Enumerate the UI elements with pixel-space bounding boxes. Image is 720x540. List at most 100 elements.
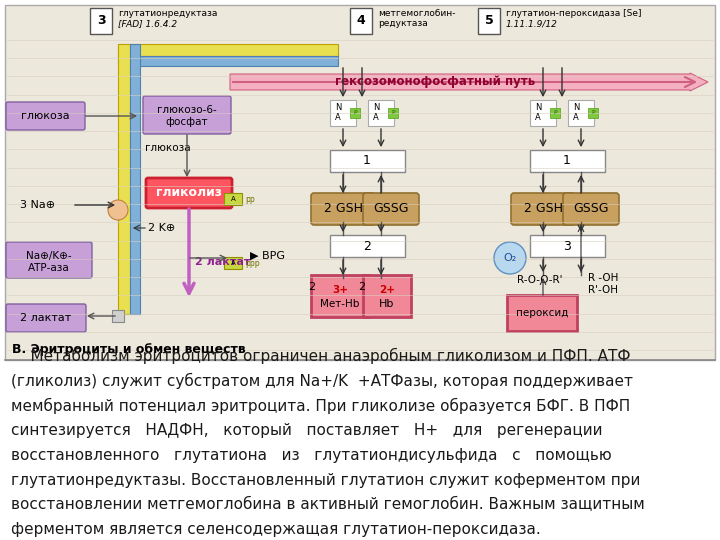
Text: 2 K⊕: 2 K⊕ bbox=[148, 223, 175, 233]
Text: 5: 5 bbox=[485, 15, 493, 28]
Text: глюкоза: глюкоза bbox=[145, 143, 191, 153]
Bar bbox=[588, 108, 598, 118]
Text: редуктаза: редуктаза bbox=[378, 19, 428, 29]
Text: N: N bbox=[573, 104, 579, 112]
Bar bbox=[350, 108, 360, 118]
Bar bbox=[330, 235, 405, 257]
FancyBboxPatch shape bbox=[146, 178, 232, 208]
Text: A: A bbox=[230, 260, 235, 266]
Text: GSSG: GSSG bbox=[373, 202, 409, 215]
Text: глюкозо-6-: глюкозо-6- bbox=[157, 105, 217, 115]
Bar bbox=[5, 5, 715, 360]
Text: фосфат: фосфат bbox=[166, 117, 208, 127]
Bar bbox=[550, 108, 560, 118]
Text: A: A bbox=[535, 113, 541, 123]
Text: 4: 4 bbox=[356, 15, 365, 28]
Text: 2 лактат: 2 лактат bbox=[20, 313, 71, 323]
Text: 1.11.1.9/12: 1.11.1.9/12 bbox=[506, 19, 558, 29]
Bar bbox=[530, 100, 556, 126]
FancyBboxPatch shape bbox=[6, 304, 86, 332]
Text: 3 Na⊕: 3 Na⊕ bbox=[20, 200, 55, 210]
Text: пероксид: пероксид bbox=[516, 308, 568, 318]
Text: Na⊕/K⊕-: Na⊕/K⊕- bbox=[26, 251, 72, 261]
Text: глутатион-пероксидаза [Se]: глутатион-пероксидаза [Se] bbox=[506, 10, 642, 18]
Text: P: P bbox=[591, 111, 595, 116]
Text: синтезируется   НАДФН,   который   поставляет   Н+   для   регенерации: синтезируется НАДФН, который поставляет … bbox=[11, 423, 603, 438]
Text: мембранный потенциал эритроцита. При гликолизе образуется БФГ. В ПФП: мембранный потенциал эритроцита. При гли… bbox=[11, 398, 630, 414]
Bar bbox=[330, 100, 356, 126]
Text: P: P bbox=[391, 111, 395, 116]
Text: Метаболизм эритроцитов ограничен анаэробным гликолизом и ПФП. АТФ: Метаболизм эритроцитов ограничен анаэроб… bbox=[11, 348, 630, 364]
Circle shape bbox=[494, 242, 526, 274]
FancyBboxPatch shape bbox=[311, 193, 375, 225]
Text: 1: 1 bbox=[363, 154, 371, 167]
Text: [FAD] 1.6.4.2: [FAD] 1.6.4.2 bbox=[118, 19, 177, 29]
Text: глюкоза: глюкоза bbox=[21, 111, 69, 121]
FancyBboxPatch shape bbox=[6, 242, 92, 278]
Bar bbox=[478, 8, 500, 34]
Text: АТР-аза: АТР-аза bbox=[28, 263, 70, 273]
Text: A: A bbox=[573, 113, 579, 123]
Text: глутатионредуктаза: глутатионредуктаза bbox=[118, 10, 217, 18]
FancyBboxPatch shape bbox=[511, 193, 575, 225]
Text: 2 лактат: 2 лактат bbox=[195, 257, 251, 267]
Bar bbox=[530, 150, 605, 172]
Text: 3: 3 bbox=[563, 240, 571, 253]
Text: Hb: Hb bbox=[379, 299, 395, 309]
Bar bbox=[330, 150, 405, 172]
FancyBboxPatch shape bbox=[363, 193, 419, 225]
Text: Мет-Hb: Мет-Hb bbox=[320, 299, 360, 309]
Text: 3: 3 bbox=[96, 15, 105, 28]
Bar bbox=[118, 44, 338, 56]
Bar bbox=[388, 108, 398, 118]
Text: метгемоглобин-: метгемоглобин- bbox=[378, 10, 456, 18]
Text: ферментом является селенсодержащая глутатион-пероксидаза.: ферментом является селенсодержащая глута… bbox=[11, 522, 541, 537]
Bar bbox=[368, 100, 394, 126]
Bar bbox=[118, 44, 130, 314]
Text: P: P bbox=[553, 111, 557, 116]
Bar bbox=[350, 8, 372, 34]
Text: ▶ BPG: ▶ BPG bbox=[250, 251, 285, 261]
FancyBboxPatch shape bbox=[311, 275, 369, 317]
Text: глутатионредуктазы. Восстановленный глутатион служит коферментом при: глутатионредуктазы. Восстановленный глут… bbox=[11, 472, 640, 488]
Text: A: A bbox=[230, 196, 235, 202]
Text: N: N bbox=[335, 104, 341, 112]
Text: восстановлении метгемоглобина в активный гемоглобин. Важным защитным: восстановлении метгемоглобина в активный… bbox=[11, 497, 644, 512]
Text: 2 GSH: 2 GSH bbox=[523, 202, 562, 215]
Text: GSSG: GSSG bbox=[573, 202, 608, 215]
Bar bbox=[90, 8, 112, 34]
Bar bbox=[118, 56, 338, 66]
Text: ppp: ppp bbox=[245, 259, 260, 267]
Text: O₂: O₂ bbox=[503, 253, 517, 263]
Circle shape bbox=[108, 200, 128, 220]
Text: (гликолиз) служит субстратом для Na+/K  +АТФазы, которая поддерживает: (гликолиз) служит субстратом для Na+/K +… bbox=[11, 373, 633, 389]
Bar bbox=[112, 310, 124, 322]
Text: 2 GSH: 2 GSH bbox=[323, 202, 362, 215]
Text: P: P bbox=[354, 111, 357, 116]
Bar bbox=[568, 100, 594, 126]
Text: A: A bbox=[373, 113, 379, 123]
Text: гексозомонофосфатный путь: гексозомонофосфатный путь bbox=[335, 76, 535, 89]
Text: В. Эритроциты и обмен веществ: В. Эритроциты и обмен веществ bbox=[12, 343, 246, 356]
Text: R'-OH: R'-OH bbox=[588, 285, 618, 295]
Text: гликолиз: гликолиз bbox=[156, 186, 222, 199]
Text: 2: 2 bbox=[359, 282, 366, 292]
FancyBboxPatch shape bbox=[143, 96, 231, 134]
Text: 2: 2 bbox=[363, 240, 371, 253]
FancyBboxPatch shape bbox=[507, 295, 577, 331]
Text: 2+: 2+ bbox=[379, 285, 395, 295]
Text: 2: 2 bbox=[308, 282, 315, 292]
FancyBboxPatch shape bbox=[224, 193, 242, 205]
Text: R -OH: R -OH bbox=[588, 273, 618, 283]
Bar bbox=[130, 44, 140, 314]
FancyArrow shape bbox=[230, 73, 708, 91]
Text: восстановленного   глутатиона   из   глутатиондисульфида   с   помощью: восстановленного глутатиона из глутатион… bbox=[11, 448, 611, 463]
FancyBboxPatch shape bbox=[6, 102, 85, 130]
FancyBboxPatch shape bbox=[563, 193, 619, 225]
Text: N: N bbox=[373, 104, 379, 112]
FancyBboxPatch shape bbox=[224, 257, 242, 269]
Text: R-O-O-R': R-O-O-R' bbox=[517, 275, 563, 285]
Text: N: N bbox=[535, 104, 541, 112]
Bar bbox=[530, 235, 605, 257]
FancyBboxPatch shape bbox=[363, 275, 411, 317]
